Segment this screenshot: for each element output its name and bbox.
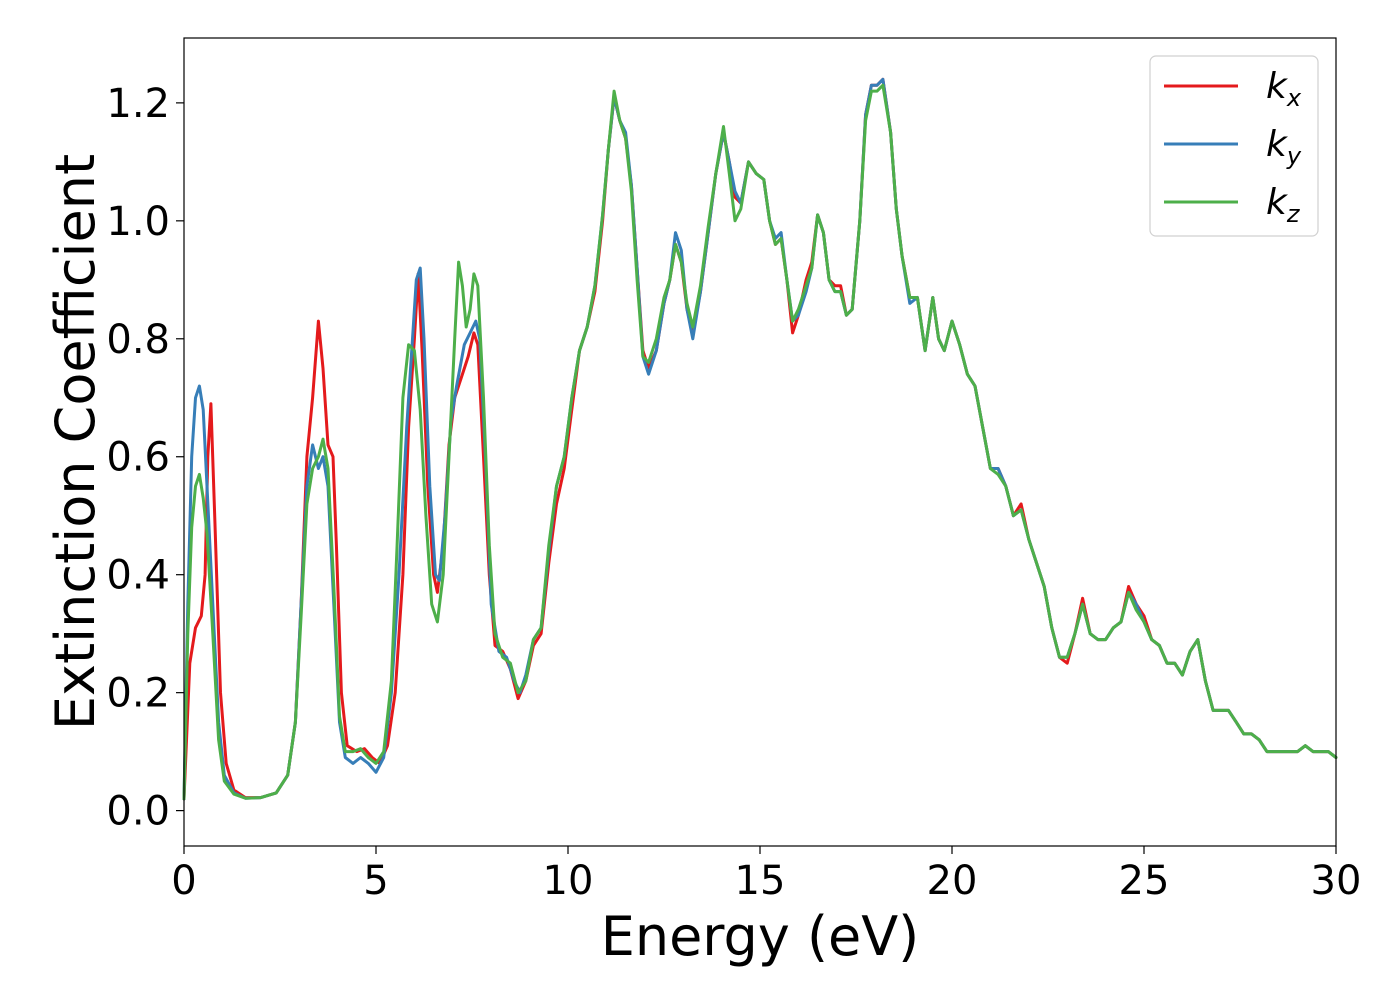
y-tick-label: 1.0 (106, 199, 170, 245)
legend: kx ky kz (1149, 55, 1319, 237)
x-tick-label: 30 (1311, 858, 1362, 904)
x-tick-label: 10 (543, 858, 594, 904)
y-tick-label: 0.8 (106, 317, 170, 363)
y-tick-label: 1.2 (106, 81, 170, 127)
y-tick-label: 0.6 (106, 435, 170, 481)
series-line-k-z (182, 83, 1338, 801)
legend-label-k-x: kx (1266, 66, 1302, 112)
x-tick-label: 0 (171, 858, 196, 904)
legend-label-k-z: kz (1266, 182, 1301, 228)
legend-label-k-y: ky (1266, 124, 1302, 170)
x-tick-label: 20 (927, 858, 978, 904)
y-tick-label: 0.0 (106, 789, 170, 835)
ticks-layer: 0 5 10 15 20 25 30 0.0 0.2 0.4 0.6 0.8 1.0 1.2 (106, 81, 1361, 904)
y-tick-label: 0.4 (106, 553, 170, 599)
y-axis-title: Extinction Coefficient (44, 154, 107, 730)
x-axis-title: Energy (eV) (601, 905, 920, 968)
legend-box (1149, 55, 1319, 237)
x-tick-label: 15 (735, 858, 786, 904)
y-tick-label: 0.2 (106, 671, 170, 717)
plot-frame (183, 37, 1337, 847)
series-layer (182, 77, 1338, 801)
x-tick-label: 25 (1119, 858, 1170, 904)
x-tick-label: 5 (363, 858, 388, 904)
